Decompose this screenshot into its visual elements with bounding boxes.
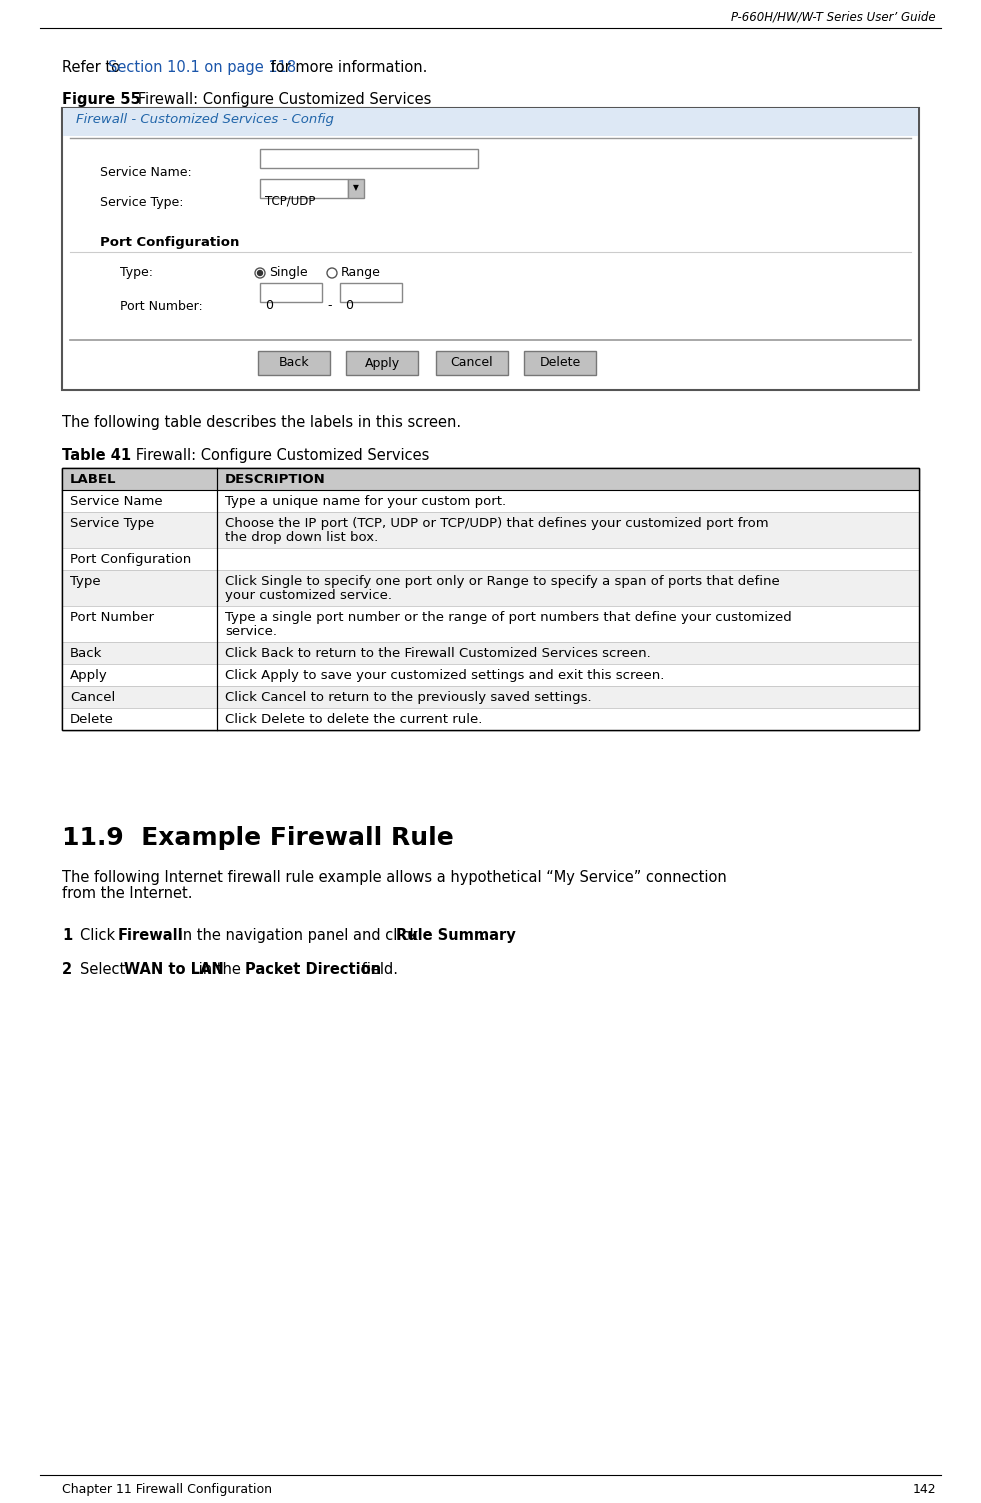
- Text: 2: 2: [62, 962, 73, 977]
- Text: Port Number: Port Number: [70, 612, 154, 624]
- Bar: [62, 606, 919, 642]
- Text: Cancel: Cancel: [450, 356, 493, 370]
- Text: from the Internet.: from the Internet.: [62, 885, 192, 900]
- Text: Firewall: Configure Customized Services: Firewall: Configure Customized Services: [124, 92, 432, 107]
- Text: Back: Back: [70, 646, 102, 660]
- Text: Click Delete to delete the current rule.: Click Delete to delete the current rule.: [225, 712, 483, 726]
- Text: Cancel: Cancel: [70, 691, 115, 703]
- Text: Port Configuration: Port Configuration: [70, 553, 191, 567]
- Text: Firewall: Configure Customized Services: Firewall: Configure Customized Services: [122, 448, 430, 463]
- Bar: [260, 149, 478, 168]
- Text: your customized service.: your customized service.: [225, 589, 392, 603]
- Text: Port Configuration: Port Configuration: [100, 236, 239, 249]
- Text: ▼: ▼: [353, 183, 359, 192]
- Bar: [62, 108, 919, 389]
- Bar: [258, 352, 330, 376]
- Text: Type: Type: [70, 576, 101, 588]
- Text: Click Apply to save your customized settings and exit this screen.: Click Apply to save your customized sett…: [225, 669, 664, 682]
- Text: Back: Back: [279, 356, 309, 370]
- Text: The following Internet firewall rule example allows a hypothetical “My Service” : The following Internet firewall rule exa…: [62, 870, 727, 885]
- Circle shape: [255, 268, 265, 278]
- Bar: [346, 352, 418, 376]
- Circle shape: [327, 268, 337, 278]
- Bar: [348, 179, 364, 198]
- Text: 142: 142: [912, 1483, 936, 1495]
- Bar: [62, 708, 919, 730]
- Text: Service Type:: Service Type:: [100, 195, 183, 209]
- Text: P-660H/HW/W-T Series User’ Guide: P-660H/HW/W-T Series User’ Guide: [732, 11, 936, 23]
- Text: Chapter 11 Firewall Configuration: Chapter 11 Firewall Configuration: [62, 1483, 272, 1495]
- Text: WAN to LAN: WAN to LAN: [125, 962, 225, 977]
- Bar: [63, 108, 918, 135]
- Text: Type:: Type:: [120, 266, 153, 280]
- Bar: [62, 642, 919, 664]
- Text: Range: Range: [341, 266, 381, 280]
- Text: Click Single to specify one port only or Range to specify a span of ports that d: Click Single to specify one port only or…: [225, 576, 780, 588]
- Text: field.: field.: [357, 962, 398, 977]
- Text: Packet Direction: Packet Direction: [245, 962, 382, 977]
- Text: Type a unique name for your custom port.: Type a unique name for your custom port.: [225, 494, 506, 508]
- Text: in the navigation panel and click: in the navigation panel and click: [174, 927, 423, 942]
- Text: Service Type: Service Type: [70, 517, 154, 531]
- Text: Refer to: Refer to: [62, 60, 125, 75]
- Text: Figure 55: Figure 55: [62, 92, 140, 107]
- Circle shape: [257, 271, 263, 275]
- Text: Service Name: Service Name: [70, 494, 163, 508]
- Text: Type a single port number or the range of port numbers that define your customiz: Type a single port number or the range o…: [225, 612, 792, 624]
- Text: Service Name:: Service Name:: [100, 165, 191, 179]
- Bar: [260, 283, 322, 302]
- Bar: [62, 570, 919, 606]
- Bar: [340, 283, 402, 302]
- Text: 0: 0: [345, 299, 353, 313]
- Bar: [260, 179, 348, 198]
- Text: 1: 1: [62, 927, 73, 942]
- Bar: [62, 467, 919, 730]
- Text: Choose the IP port (TCP, UDP or TCP/UDP) that defines your customized port from: Choose the IP port (TCP, UDP or TCP/UDP)…: [225, 517, 769, 531]
- Text: LABEL: LABEL: [70, 473, 117, 485]
- Text: Delete: Delete: [70, 712, 114, 726]
- Text: Click Cancel to return to the previously saved settings.: Click Cancel to return to the previously…: [225, 691, 592, 703]
- Text: The following table describes the labels in this screen.: The following table describes the labels…: [62, 415, 461, 430]
- Text: DESCRIPTION: DESCRIPTION: [225, 473, 326, 485]
- Text: Table 41: Table 41: [62, 448, 131, 463]
- Text: Click Back to return to the Firewall Customized Services screen.: Click Back to return to the Firewall Cus…: [225, 646, 650, 660]
- Text: Apply: Apply: [364, 356, 399, 370]
- Bar: [62, 685, 919, 708]
- Bar: [62, 549, 919, 570]
- Text: Section 10.1 on page 118: Section 10.1 on page 118: [108, 60, 296, 75]
- Text: Firewall - Customized Services - Config: Firewall - Customized Services - Config: [76, 113, 334, 126]
- Bar: [62, 467, 919, 730]
- Text: Rule Summary: Rule Summary: [396, 927, 516, 942]
- Bar: [62, 490, 919, 513]
- Text: for more information.: for more information.: [266, 60, 428, 75]
- Bar: [436, 352, 508, 376]
- Text: Port Number:: Port Number:: [120, 301, 203, 313]
- Text: in the: in the: [194, 962, 246, 977]
- Text: 11.9  Example Firewall Rule: 11.9 Example Firewall Rule: [62, 827, 454, 851]
- Text: .: .: [481, 927, 485, 942]
- Bar: [62, 664, 919, 685]
- Bar: [62, 467, 919, 490]
- Text: Firewall: Firewall: [118, 927, 183, 942]
- Text: Apply: Apply: [70, 669, 108, 682]
- Text: Delete: Delete: [540, 356, 581, 370]
- Text: TCP/UDP: TCP/UDP: [265, 195, 315, 207]
- Text: Click: Click: [80, 927, 120, 942]
- Text: Single: Single: [269, 266, 308, 280]
- Bar: [62, 513, 919, 549]
- Text: -: -: [324, 299, 333, 313]
- Text: Select: Select: [80, 962, 129, 977]
- Text: service.: service.: [225, 625, 277, 637]
- Text: the drop down list box.: the drop down list box.: [225, 531, 379, 544]
- Bar: [524, 352, 596, 376]
- Text: 0: 0: [265, 299, 273, 313]
